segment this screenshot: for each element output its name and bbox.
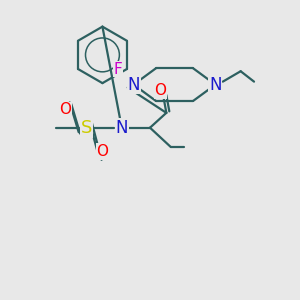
Text: O: O	[96, 144, 108, 159]
Text: F: F	[114, 61, 122, 76]
Text: O: O	[154, 83, 166, 98]
Text: N: N	[209, 76, 222, 94]
Text: O: O	[59, 102, 71, 117]
Text: N: N	[128, 76, 140, 94]
Text: S: S	[80, 119, 92, 137]
Text: N: N	[116, 119, 128, 137]
